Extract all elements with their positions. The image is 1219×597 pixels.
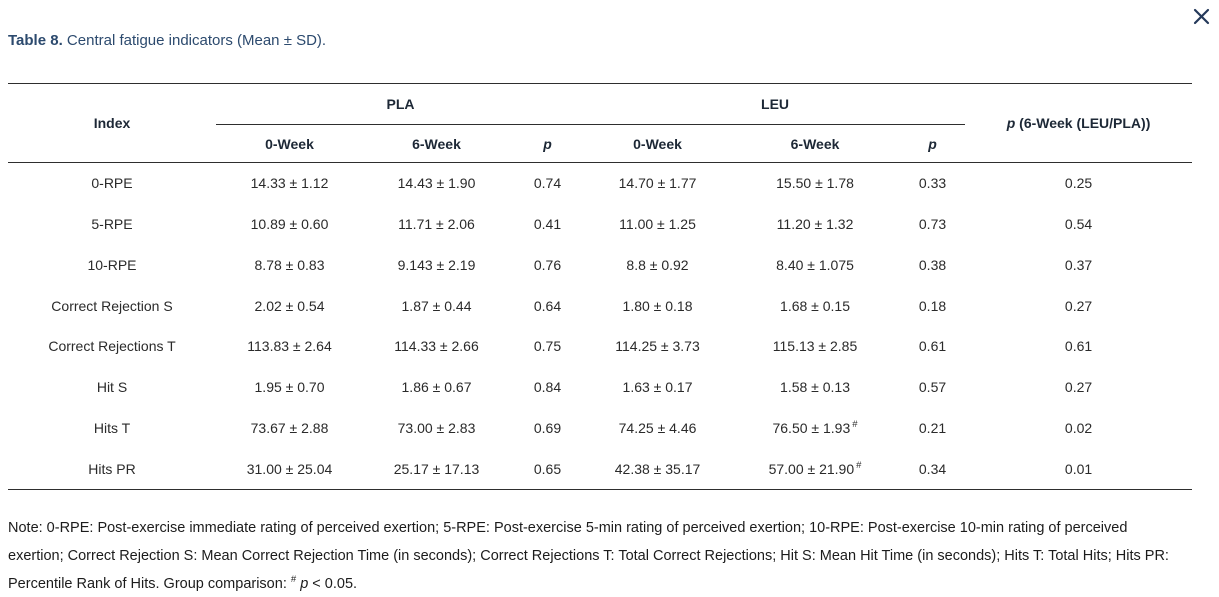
table-cell: 11.00 ± 1.25	[619, 216, 696, 233]
row-label: Correct Rejection S	[51, 297, 173, 314]
table-cell: 1.95 ± 0.70	[254, 379, 325, 396]
significance-marker: #	[856, 459, 862, 471]
table-cell: 14.43 ± 1.90	[397, 175, 476, 192]
table-row: 5-RPE 10.89 ± 0.60 11.71 ± 2.06 0.41 11.00 ±…	[8, 204, 1192, 245]
column-header-pla-6week: 6-Week	[363, 124, 510, 163]
column-header-pla-0week: 0-Week	[216, 124, 363, 163]
table-cell: 113.83 ± 2.64	[247, 338, 332, 355]
table-row: Hits PR 31.00 ± 25.04 25.17 ± 17.13 0.65 42.…	[8, 448, 1193, 491]
table-cell: 0.74	[533, 175, 562, 192]
table-footnote: Note: 0-RPE: Post-exercise immediate rat…	[8, 514, 1184, 597]
column-header-leu-6week: 6-Week	[730, 124, 901, 163]
row-label: Hit S	[96, 379, 128, 396]
close-icon	[1193, 8, 1209, 24]
close-button[interactable]	[1189, 4, 1213, 28]
column-header-p-6week: p (6-Week (LEU/PLA))	[965, 83, 1193, 163]
table-row: Correct Rejection S 2.02 ± 0.54 1.87 ± 0.4…	[8, 285, 1192, 326]
table-cell: 115.13 ± 2.85	[772, 338, 858, 355]
table-cell: 0.73	[918, 216, 947, 233]
table-row: Hit S 1.95 ± 0.70 1.86 ± 0.67 0.84 1.63 ± 0.…	[8, 367, 1192, 408]
table-cell: 0.27	[1064, 297, 1093, 314]
table-cell: 25.17 ± 17.13	[363, 448, 510, 491]
table-cell: 0.61	[1064, 338, 1093, 355]
table-cell: 0.01	[965, 448, 1193, 491]
column-header-index: Index	[8, 83, 216, 163]
table-cell: 76.50 ± 1.93 #	[772, 419, 858, 436]
row-label: Hits PR	[8, 448, 216, 491]
footnote-text: Note: 0-RPE: Post-exercise immediate rat…	[8, 520, 1169, 592]
column-header-leu-p: p	[900, 124, 966, 163]
table-cell: 1.68 ± 0.15	[780, 297, 850, 314]
table-cell: 0.25	[1064, 175, 1093, 192]
table-cell: 1.63 ± 0.17	[622, 379, 693, 396]
table-cell: 0.76	[533, 256, 562, 273]
row-label: 5-RPE	[91, 216, 133, 233]
table-caption-text: Central fatigue indicators (Mean ± SD).	[66, 32, 327, 49]
table-row: Hits T 73.67 ± 2.88 73.00 ± 2.83 0.69 74.25 …	[8, 408, 1192, 449]
table-caption-label: Table 8.	[8, 32, 63, 49]
table-cell: 9.143 ± 2.19	[397, 256, 476, 273]
table-cell: 0.65	[510, 448, 586, 491]
column-header-pla-p: p	[510, 124, 586, 163]
table-cell: 0.69	[533, 419, 562, 436]
table-cell: 11.20 ± 1.32	[776, 216, 854, 233]
table-row: 10-RPE 8.78 ± 0.83 9.143 ± 2.19 0.76 8.8 ± 0…	[8, 245, 1192, 286]
table-cell: 0.34	[900, 448, 966, 491]
group-header-leu: LEU	[585, 83, 966, 125]
table-cell: 42.38 ± 35.17	[585, 448, 731, 491]
column-header-leu-0week: 0-Week	[585, 124, 731, 163]
table-cell: 57.00 ± 21.90 #	[730, 448, 901, 491]
table-caption: Table 8. Central fatigue indicators (Mea…	[8, 31, 326, 50]
table-cell: 114.33 ± 2.66	[394, 338, 479, 355]
table-cell: 14.70 ± 1.77	[618, 175, 697, 192]
table-body: 0-RPE 14.33 ± 1.12 14.43 ± 1.90 0.74 14.70 ±…	[8, 163, 1193, 491]
table-cell: 73.00 ± 2.83	[397, 419, 476, 436]
table-cell: 8.78 ± 0.83	[254, 256, 325, 273]
table-cell: 2.02 ± 0.54	[254, 297, 325, 314]
table-row: 0-RPE 14.33 ± 1.12 14.43 ± 1.90 0.74 14.70 ±…	[8, 163, 1192, 204]
row-label: 10-RPE	[87, 256, 137, 273]
p-symbol: p	[1006, 115, 1016, 131]
table-cell: 10.89 ± 0.60	[250, 216, 329, 233]
table-cell: 0.57	[918, 379, 947, 396]
results-table: Index PLA LEU p (6-Week (LEU/PLA)) 0-Wee…	[8, 83, 1193, 491]
table-cell: 74.25 ± 4.46	[618, 419, 697, 436]
p-6week-suffix: (6-Week (LEU/PLA))	[1015, 115, 1151, 131]
table-cell: 0.38	[918, 256, 947, 273]
table-cell: 8.40 ± 1.075	[776, 256, 854, 273]
table-cell: 31.00 ± 25.04	[216, 448, 363, 491]
table-cell: 0.21	[918, 419, 947, 436]
table-cell: 0.61	[918, 338, 947, 355]
table-cell: 1.80 ± 0.18	[622, 297, 693, 314]
table-cell: 1.86 ± 0.67	[401, 379, 472, 396]
row-label: Correct Rejections T	[48, 338, 176, 355]
table-cell: 0.33	[918, 175, 947, 192]
table-cell: 114.25 ± 3.73	[615, 338, 700, 355]
table-cell: 0.18	[918, 297, 947, 314]
table-cell: 15.50 ± 1.78	[776, 175, 854, 192]
table-cell: 0.37	[1064, 256, 1093, 273]
p-symbol: p	[300, 576, 309, 592]
table-cell: 8.8 ± 0.92	[626, 256, 689, 273]
table-cell: 0.02	[1064, 419, 1093, 436]
footnote-threshold: < 0.05.	[308, 576, 358, 592]
table-cell: 73.67 ± 2.88	[250, 419, 329, 436]
table-cell: 0.27	[1064, 379, 1093, 396]
table-cell: 0.75	[533, 338, 562, 355]
table-cell: 0.84	[533, 379, 562, 396]
row-label: Hits T	[93, 419, 131, 436]
table-cell: 14.33 ± 1.12	[250, 175, 329, 192]
table-cell: 11.71 ± 2.06	[398, 216, 475, 233]
table-cell: 0.64	[533, 297, 562, 314]
table-cell: 0.41	[533, 216, 562, 233]
row-label: 0-RPE	[91, 175, 133, 192]
table-row: Correct Rejections T 113.83 ± 2.64 114.33 …	[8, 326, 1192, 367]
group-header-pla: PLA	[216, 83, 586, 125]
significance-marker: #	[852, 419, 858, 431]
table-cell: 1.58 ± 0.13	[780, 379, 850, 396]
table-cell: 0.54	[1064, 216, 1093, 233]
significance-marker: #	[290, 574, 297, 586]
table-cell: 1.87 ± 0.44	[401, 297, 472, 314]
